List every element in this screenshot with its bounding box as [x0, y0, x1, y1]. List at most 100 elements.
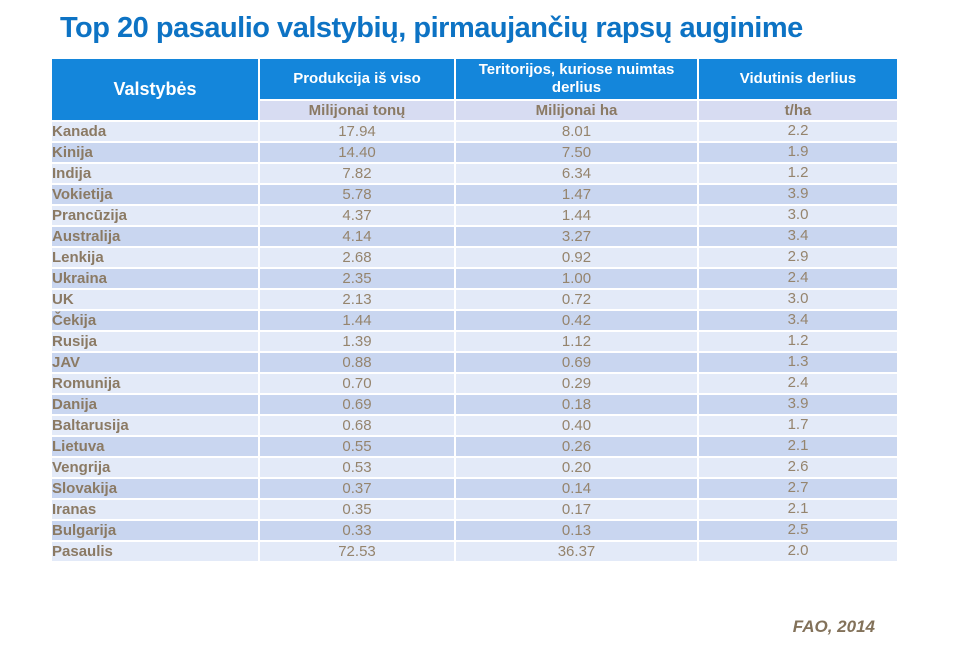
country-cell: Danija	[50, 393, 260, 416]
production-cell: 1.44	[258, 309, 456, 332]
production-cell: 2.68	[258, 246, 456, 269]
country-cell: Kinija	[50, 141, 260, 164]
area-cell: 1.44	[454, 204, 699, 227]
country-cell: Bulgarija	[50, 519, 260, 542]
production-cell: 0.53	[258, 456, 456, 479]
production-cell: 0.70	[258, 372, 456, 395]
area-cell: 0.69	[454, 351, 699, 374]
country-cell: JAV	[50, 351, 260, 374]
area-cell: 0.18	[454, 393, 699, 416]
country-cell: UK	[50, 288, 260, 311]
unit-header-t-per-ha: t/ha	[697, 99, 899, 122]
production-cell: 0.88	[258, 351, 456, 374]
unit-header-row: Milijonai tonų Milijonai ha t/ha	[51, 99, 899, 122]
production-cell: 0.69	[258, 393, 456, 416]
country-cell: Indija	[50, 162, 260, 185]
country-cell: Iranas	[50, 498, 260, 521]
area-cell: 7.50	[454, 141, 699, 164]
country-cell: Slovakija	[50, 477, 260, 500]
production-cell: 0.35	[258, 498, 456, 521]
country-cell: Lenkija	[50, 246, 260, 269]
yield-cell: 2.5	[697, 519, 899, 542]
yield-cell: 3.9	[697, 183, 899, 206]
area-cell: 0.17	[454, 498, 699, 521]
yield-cell: 3.0	[697, 288, 899, 311]
table-row: Lietuva 0.55 0.26 2.1	[50, 435, 899, 458]
area-cell: 0.14	[454, 477, 699, 500]
table-row: Pasaulis 72.53 36.37 2.0	[50, 540, 899, 563]
area-cell: 0.26	[454, 435, 699, 458]
area-cell: 0.72	[454, 288, 699, 311]
table-row: Kanada 17.94 8.01 2.2	[50, 120, 899, 143]
area-cell: 0.92	[454, 246, 699, 269]
column-header-avg-yield: Vidutinis derlius	[697, 57, 899, 101]
yield-cell: 2.1	[697, 435, 899, 458]
production-cell: 4.37	[258, 204, 456, 227]
table-header: Valstybės Produkcija iš viso Teritorijos…	[50, 57, 899, 122]
production-cell: 17.94	[258, 120, 456, 143]
production-cell: 0.68	[258, 414, 456, 437]
production-cell: 72.53	[258, 540, 456, 563]
area-cell: 0.40	[454, 414, 699, 437]
country-cell: Ukraina	[50, 267, 260, 290]
yield-cell: 3.4	[697, 309, 899, 332]
yield-cell: 2.4	[697, 372, 899, 395]
country-cell: Romunija	[50, 372, 260, 395]
yield-cell: 2.9	[697, 246, 899, 269]
area-cell: 3.27	[454, 225, 699, 248]
table-row: Kinija 14.40 7.50 1.9	[50, 141, 899, 164]
production-cell: 5.78	[258, 183, 456, 206]
table-row: Prancūzija 4.37 1.44 3.0	[50, 204, 899, 227]
yield-cell: 2.0	[697, 540, 899, 563]
area-cell: 1.00	[454, 267, 699, 290]
production-cell: 4.14	[258, 225, 456, 248]
table-row: UK 2.13 0.72 3.0	[50, 288, 899, 311]
table-row: Bulgarija 0.33 0.13 2.5	[50, 519, 899, 542]
production-cell: 0.33	[258, 519, 456, 542]
yield-cell: 3.4	[697, 225, 899, 248]
unit-header-million-ha: Milijonai ha	[454, 99, 699, 122]
source-label: FAO, 2014	[792, 617, 875, 636]
area-cell: 6.34	[454, 162, 699, 185]
table-row: Slovakija 0.37 0.14 2.7	[50, 477, 899, 500]
page-title: Top 20 pasaulio valstybių, pirmaujančių …	[60, 12, 803, 44]
table-row: Ukraina 2.35 1.00 2.4	[50, 267, 899, 290]
column-header-territory: Teritorijos, kuriose nuimtas derlius	[454, 57, 699, 101]
country-cell: Čekija	[50, 309, 260, 332]
table-row: Romunija 0.70 0.29 2.4	[50, 372, 899, 395]
yield-cell: 2.4	[697, 267, 899, 290]
yield-cell: 2.7	[697, 477, 899, 500]
country-cell: Vengrija	[50, 456, 260, 479]
area-cell: 36.37	[454, 540, 699, 563]
column-header-production: Produkcija iš viso	[258, 57, 456, 101]
yield-cell: 1.9	[697, 141, 899, 164]
production-cell: 0.55	[258, 435, 456, 458]
country-cell: Kanada	[50, 120, 260, 143]
yield-cell: 2.6	[697, 456, 899, 479]
area-cell: 1.12	[454, 330, 699, 353]
country-cell: Lietuva	[50, 435, 260, 458]
area-cell: 0.29	[454, 372, 699, 395]
area-cell: 1.47	[454, 183, 699, 206]
table-row: Rusija 1.39 1.12 1.2	[50, 330, 899, 353]
group-header-row: Valstybės Produkcija iš viso Teritorijos…	[50, 57, 899, 122]
table-row: JAV 0.88 0.69 1.3	[50, 351, 899, 374]
yield-cell: 3.0	[697, 204, 899, 227]
unit-header-million-tons: Milijonai tonų	[258, 99, 456, 122]
yield-cell: 1.3	[697, 351, 899, 374]
production-cell: 2.13	[258, 288, 456, 311]
table-row: Danija 0.69 0.18 3.9	[50, 393, 899, 416]
table-row: Iranas 0.35 0.17 2.1	[50, 498, 899, 521]
area-cell: 0.13	[454, 519, 699, 542]
table-row: Australija 4.14 3.27 3.4	[50, 225, 899, 248]
table-body: Kanada 17.94 8.01 2.2 Kinija 14.40 7.50 …	[50, 120, 899, 563]
area-cell: 8.01	[454, 120, 699, 143]
rapeseed-table: Valstybės Produkcija iš viso Teritorijos…	[50, 57, 899, 563]
production-cell: 2.35	[258, 267, 456, 290]
country-cell: Australija	[50, 225, 260, 248]
production-cell: 14.40	[258, 141, 456, 164]
yield-cell: 2.1	[697, 498, 899, 521]
country-cell: Prancūzija	[50, 204, 260, 227]
yield-cell: 1.2	[697, 330, 899, 353]
